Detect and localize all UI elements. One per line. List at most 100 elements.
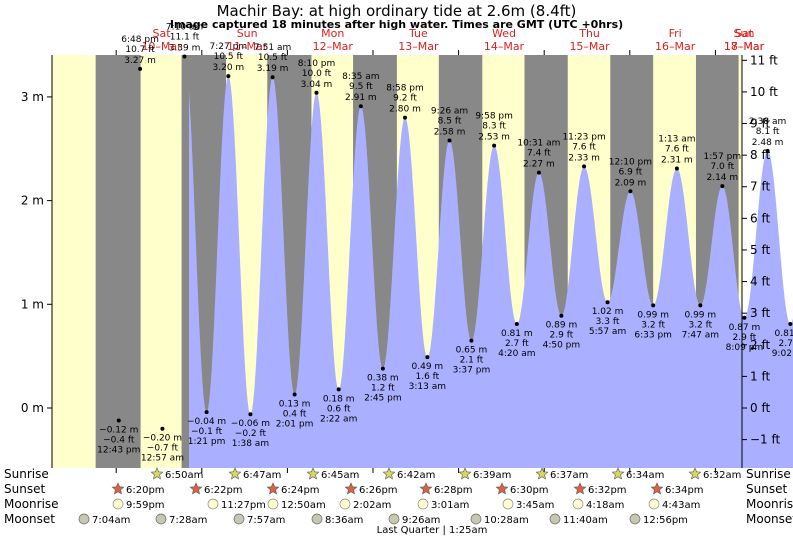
high-tide-time: 10:31 am [517, 139, 560, 149]
high-tide-time: 1:13 am [658, 134, 695, 144]
moonset-time: 10:28am [484, 515, 529, 526]
sunset-time: 6:34pm [665, 485, 704, 496]
moonrise-time: 4:18am [586, 500, 624, 511]
moonrise-icon [207, 498, 219, 510]
high-tide-meters: 2.91 m [345, 93, 377, 103]
tide-point [765, 148, 770, 153]
tide-point [292, 392, 297, 397]
day-name: Mon [321, 27, 344, 40]
tide-point [160, 426, 165, 431]
right-tick-label: 1 ft [750, 369, 770, 383]
sunrise-icon [150, 467, 164, 480]
low-tide-time: 2:01 pm [276, 420, 314, 430]
moonrise-icon [648, 498, 660, 510]
sunrise-icon [688, 467, 702, 480]
low-tide-meters: −0.06 m [231, 419, 270, 429]
axes: 3 m 2 m 1 m 0 m 11 ft 10 ft 9 ft 8 ft 7 ft 6 ft 5 … [21, 50, 781, 473]
sunrise-time: 6:32am [703, 470, 741, 481]
sunset-time: 6:24pm [281, 485, 320, 496]
low-tide-feet: 2.1 ft [460, 356, 484, 366]
moonset-time: 12:56pm [643, 515, 688, 526]
high-tide-time: 9:26 am [431, 106, 468, 116]
tide-point [270, 75, 275, 80]
tide-point [582, 164, 587, 169]
sunset-time: 6:26pm [359, 485, 398, 496]
tide-point [651, 303, 656, 308]
day-date: 16–Mar [655, 40, 696, 53]
low-tide-feet: 3.3 ft [596, 317, 620, 327]
high-tide-feet: 7.0 ft [710, 162, 734, 172]
high-tide-feet: 7.6 ft [572, 142, 596, 152]
moonrise-icon [572, 498, 584, 510]
high-tide-feet: 10.5 ft [258, 53, 288, 63]
low-tide-time: 4:50 pm [543, 341, 581, 351]
high-tide-meters: 2.48 m [752, 138, 784, 148]
low-tide-meters: 1.02 m [592, 307, 624, 317]
sunrise-icon [228, 467, 242, 480]
moonrise-icon [267, 498, 279, 510]
low-tide-feet: 0.6 ft [327, 404, 351, 414]
moonset-row-label-right: Moonset [746, 512, 793, 526]
high-tide-feet: 9.2 ft [393, 94, 417, 104]
low-tide-feet: 3.2 ft [688, 320, 712, 330]
moonrise-time: 12:50am [281, 500, 326, 511]
moonset-icon [311, 513, 323, 525]
low-tide-feet: 1.6 ft [415, 372, 439, 382]
tide-point [226, 74, 231, 79]
day-name: Sat [735, 27, 754, 40]
low-tide-feet: −0.1 ft [191, 427, 223, 437]
day-name: Wed [492, 27, 516, 40]
right-tick-label: 7 ft [750, 180, 770, 194]
moonrise-time: 11:27pm [221, 500, 266, 511]
day-name: Thu [578, 27, 600, 40]
tide-point [447, 138, 452, 143]
moonset-time: 7:57am [247, 515, 285, 526]
high-tide-time: 7:51 am [254, 43, 291, 53]
low-tide-time: 6:33 pm [634, 330, 672, 340]
day-name: Sun [734, 27, 755, 40]
sunrise-time: 6:42am [397, 470, 435, 481]
sunset-row-label-right: Sunset [746, 482, 787, 496]
day-name: Sat [153, 27, 172, 40]
sunrise-time: 6:50am [165, 470, 203, 481]
moonset-icon [549, 513, 561, 525]
sunset-time: 6:30pm [510, 485, 549, 496]
sunset-time: 6:22pm [204, 485, 243, 496]
low-tide-feet: 0.4 ft [283, 410, 307, 420]
day-date: 18–Mar [724, 40, 765, 53]
low-tide-time: 12:57 am [141, 454, 184, 464]
high-tide-time: 9:58 pm [475, 112, 513, 122]
right-tick-label: 3 ft [750, 306, 770, 320]
high-tide-time: 6:48 pm [121, 35, 159, 45]
moonrise-time: 3:01am [431, 500, 469, 511]
high-tide-time: 11:23 pm [562, 132, 605, 142]
high-tide-meters: 2.09 m [615, 178, 647, 188]
high-tide-meters: 2.33 m [568, 153, 600, 163]
sunrise-time: 6:45am [321, 470, 359, 481]
sunset-icon [344, 482, 358, 495]
left-tick-label: 1 m [21, 297, 44, 311]
low-tide-feet: 1.2 ft [371, 384, 395, 394]
high-tide-meters: 3.39 m [169, 43, 201, 53]
high-tide-meters: 3.20 m [213, 63, 245, 73]
moonrise-icon [417, 498, 429, 510]
sunset-icon [573, 482, 587, 495]
low-tide-meters: 0.38 m [367, 374, 399, 384]
high-tide-feet: 7.6 ft [665, 144, 689, 154]
sunrise-time: 6:37am [550, 470, 588, 481]
right-tick-label: 8 ft [750, 148, 770, 162]
day-name: Fri [669, 27, 682, 40]
low-tide-feet: 2.7 ft [505, 339, 529, 349]
high-tide-meters: 2.27 m [523, 160, 555, 170]
moonrise-time: 9:59pm [126, 500, 165, 511]
sunset-row-label: Sunset [4, 482, 45, 496]
left-tick-label: 2 m [21, 194, 44, 208]
tide-point [425, 355, 430, 360]
right-tick-label: 9 ft [750, 117, 770, 131]
moonrise-time: 3:45am [516, 500, 554, 511]
sunset-icon [495, 482, 509, 495]
right-tick-label: 4 ft [750, 275, 770, 289]
low-tide-time: 12:43 pm [97, 445, 140, 455]
high-tide-feet: 11.1 ft [170, 32, 200, 42]
moonrise-icon [112, 498, 124, 510]
